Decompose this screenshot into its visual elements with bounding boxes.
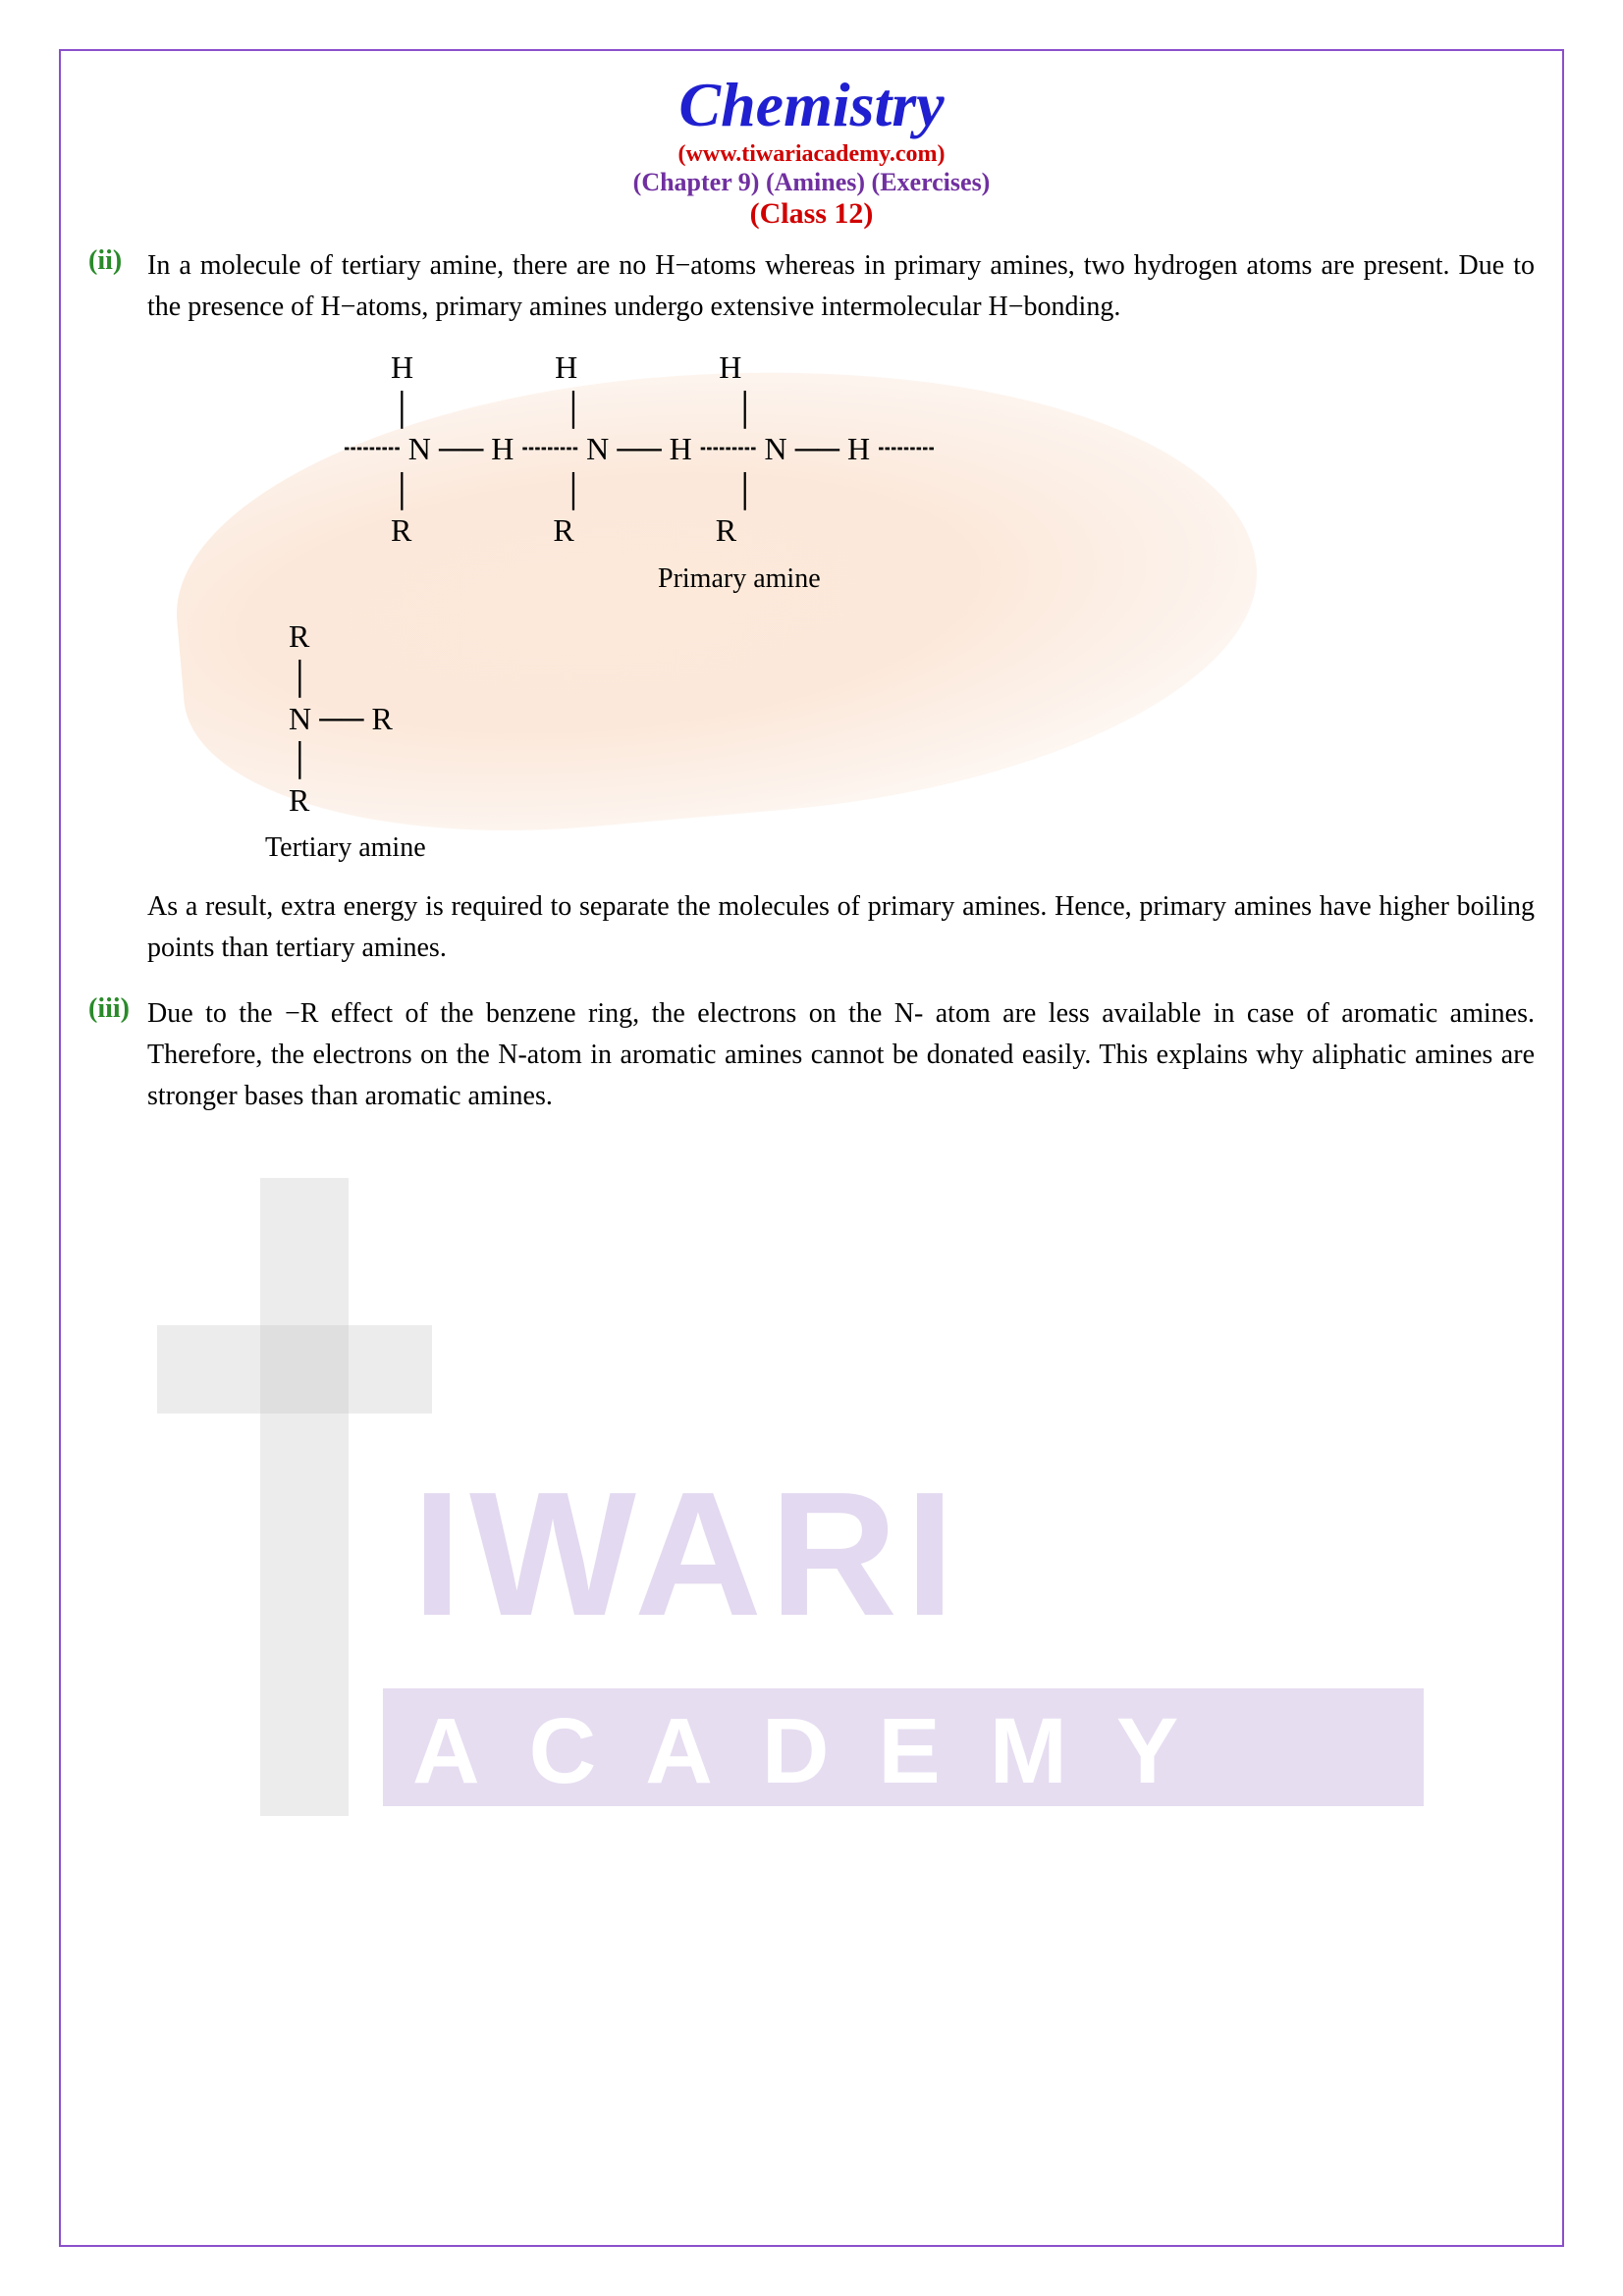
- paragraph: In a molecule of tertiary amine, there a…: [147, 245, 1535, 328]
- page-header: Chemistry (www.tiwariacademy.com) (Chapt…: [88, 69, 1535, 231]
- item-content: Due to the −R effect of the benzene ring…: [147, 993, 1535, 1132]
- watermark-t-icon: [157, 1178, 412, 1816]
- item-marker: (iii): [88, 993, 147, 1132]
- watermark-brand-text: IWARI: [412, 1453, 962, 1656]
- paragraph: Due to the −R effect of the benzene ring…: [147, 993, 1535, 1117]
- item-iii: (iii) Due to the −R effect of the benzen…: [88, 993, 1535, 1132]
- paragraph: As a result, extra energy is required to…: [147, 886, 1535, 969]
- tertiary-amine-diagram: R │ N ── R │ R Tertiary amine: [265, 616, 1535, 866]
- watermark-academy-text: ACADEMY: [412, 1698, 1227, 1805]
- page-content: Chemistry (www.tiwariacademy.com) (Chapt…: [0, 0, 1623, 1210]
- item-content: In a molecule of tertiary amine, there a…: [147, 245, 1535, 984]
- class-info: (Class 12): [88, 197, 1535, 231]
- primary-amine-diagram: H H H │ │ │ ┄┄┄ N ── H ┄┄┄ N ── H ┄┄┄ N …: [344, 347, 1535, 597]
- website-link: (www.tiwariacademy.com): [88, 141, 1535, 168]
- item-marker: (ii): [88, 245, 147, 984]
- chapter-info: (Chapter 9) (Amines) (Exercises): [88, 168, 1535, 197]
- diagram-label: Tertiary amine: [265, 830, 1535, 866]
- diagram-label: Primary amine: [658, 561, 1535, 597]
- item-ii: (ii) In a molecule of tertiary amine, th…: [88, 245, 1535, 984]
- page-title: Chemistry: [88, 69, 1535, 141]
